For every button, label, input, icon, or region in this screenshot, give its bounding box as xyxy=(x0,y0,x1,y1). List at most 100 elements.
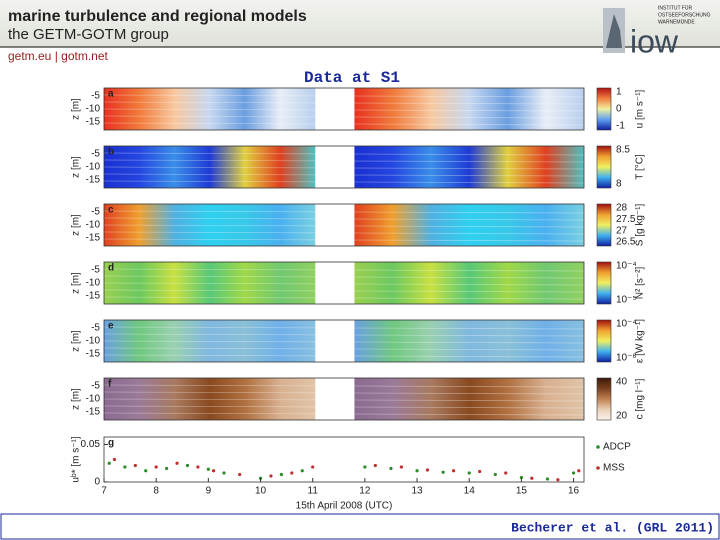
x-tick-label: 10 xyxy=(255,486,267,497)
data-point xyxy=(311,465,315,469)
contour xyxy=(103,405,585,409)
panel-letter: f xyxy=(108,379,112,390)
y-label: z [m] xyxy=(71,214,82,236)
panel-frame xyxy=(103,436,585,483)
data-point xyxy=(399,465,403,469)
contour xyxy=(103,412,585,416)
data-point xyxy=(451,469,456,473)
data-point xyxy=(175,461,179,465)
contour xyxy=(103,289,585,293)
contour xyxy=(103,340,585,344)
colorbar-tick-label: 8.5 xyxy=(616,145,630,156)
logo-text: iow xyxy=(630,23,679,59)
contour xyxy=(103,115,585,119)
data-point xyxy=(222,471,226,475)
institute-line: WARNEMÜNDE xyxy=(658,18,695,25)
header-band xyxy=(0,0,720,47)
data-point xyxy=(519,475,523,480)
y-tick-label: -5 xyxy=(91,207,100,218)
panel-letter: e xyxy=(108,321,114,332)
contour xyxy=(103,224,585,228)
y-tick-label: -10 xyxy=(86,336,101,347)
data-point xyxy=(279,472,283,477)
y-label: z [m] xyxy=(71,98,82,120)
contour xyxy=(103,101,585,105)
colorbar-tick-label: 0 xyxy=(616,104,622,115)
x-tick-label: 16 xyxy=(568,486,580,497)
y-tick-label: 0.05 xyxy=(81,439,101,450)
contour xyxy=(103,347,585,351)
data-point xyxy=(504,471,508,475)
panel-letter: c xyxy=(108,205,114,216)
contour xyxy=(103,354,585,358)
y-label: uᵇ* [m s⁻¹] xyxy=(71,436,82,483)
colorbar-label: ε [W kg⁻¹] xyxy=(635,319,646,363)
y-label: z [m] xyxy=(71,388,82,410)
contour xyxy=(103,231,585,235)
colorbar-label: T [°C] xyxy=(635,154,646,180)
field-right xyxy=(354,88,584,130)
y-tick-label: -15 xyxy=(86,233,101,244)
y-label: z [m] xyxy=(71,272,82,294)
legend-marker xyxy=(596,445,600,449)
y-tick-label: -10 xyxy=(86,394,101,405)
field-left xyxy=(104,204,316,246)
y-tick-label: -5 xyxy=(91,323,100,334)
y-tick-label: -15 xyxy=(86,175,101,186)
panel-frame xyxy=(103,261,585,305)
colorbar-label: S [g kg⁻¹] xyxy=(635,204,646,247)
colorbar-tick-label: -1 xyxy=(616,121,625,132)
data-point xyxy=(206,467,210,471)
y-label: z [m] xyxy=(71,330,82,352)
data-point xyxy=(373,463,377,468)
colorbar xyxy=(596,203,612,247)
field-left xyxy=(104,262,316,304)
citation: Becherer et al. (GRL 2011) xyxy=(511,520,714,535)
colorbar-tick-label: 20 xyxy=(616,411,628,422)
contour xyxy=(103,326,585,330)
contour xyxy=(103,94,585,98)
slide-title: Data at S1 xyxy=(304,69,400,87)
contour xyxy=(103,296,585,300)
contour xyxy=(103,122,585,126)
header-links: getm.eu | gotm.net xyxy=(8,49,109,63)
colorbar-tick-label: 27 xyxy=(616,225,628,236)
panel-letter: a xyxy=(108,89,114,100)
institute-line: OSTSEEFORSCHUNG xyxy=(658,12,711,18)
panel-frame xyxy=(103,203,585,247)
colorbar-tick-label: 10⁻⁴ xyxy=(616,261,637,272)
colorbar-label: c [mg l⁻¹] xyxy=(635,378,646,419)
contour xyxy=(103,173,585,177)
x-tick-label: 8 xyxy=(153,486,159,497)
contour xyxy=(103,282,585,286)
y-tick-label: -5 xyxy=(91,149,100,160)
panel-frame xyxy=(103,319,585,363)
footer-box xyxy=(0,513,720,540)
field-left xyxy=(104,378,316,420)
field-right xyxy=(354,320,584,362)
x-tick-label: 9 xyxy=(206,486,212,497)
y-tick-label: -15 xyxy=(86,117,101,128)
data-point xyxy=(154,465,158,469)
data-point xyxy=(238,472,242,477)
data-point xyxy=(478,469,482,474)
header-title: marine turbulence and regional models xyxy=(8,8,307,25)
data-point xyxy=(571,471,576,475)
contour xyxy=(103,268,585,272)
figure: a-5-10-15z [m]10-1 u [m s⁻¹]b-5-10-15z [m… xyxy=(71,87,646,512)
contour xyxy=(103,159,585,163)
panel-letter: b xyxy=(108,147,114,158)
data-point xyxy=(290,471,294,475)
data-point xyxy=(123,465,127,469)
data-point xyxy=(545,477,550,481)
y-label: z [m] xyxy=(71,156,82,178)
logo-shape xyxy=(606,14,622,48)
data-point xyxy=(363,465,367,469)
colorbar-tick-label: 40 xyxy=(616,377,628,388)
field-right xyxy=(354,204,584,246)
contour xyxy=(103,217,585,221)
data-point xyxy=(133,463,137,468)
colorbar-tick-label: 28 xyxy=(616,203,628,214)
data-point xyxy=(211,469,216,473)
